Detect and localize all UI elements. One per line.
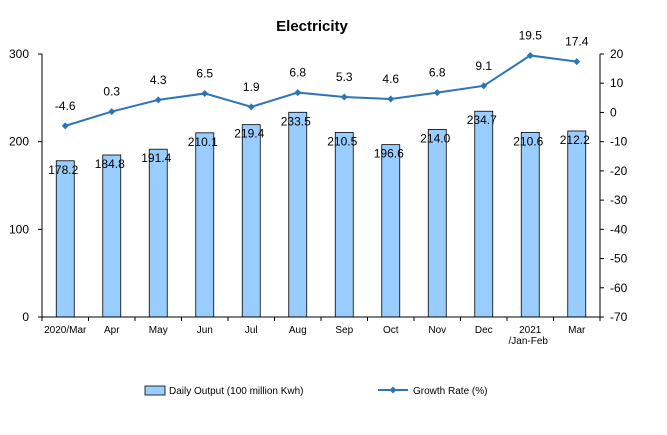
x-tick-label: 2021	[519, 325, 542, 336]
bar-value-label: 210.5	[327, 134, 357, 148]
bar-value-label: 233.5	[281, 114, 311, 128]
x-tick-label: Dec	[475, 325, 493, 336]
growth-rate-label: 6.8	[429, 66, 446, 80]
x-tick-label: Jun	[197, 325, 213, 336]
x-tick-label: Sep	[335, 325, 353, 336]
growth-rate-point	[294, 89, 302, 97]
legend-label-daily-output: Daily Output (100 million Kwh)	[169, 386, 304, 397]
bar-value-label: 214.0	[420, 131, 450, 145]
right-tick-label: -40	[610, 222, 628, 236]
growth-rate-label: 5.3	[336, 70, 353, 84]
growth-rate-label: 6.8	[289, 66, 306, 80]
right-tick-label: 20	[610, 47, 624, 61]
x-tick-label: /Jan-Feb	[509, 336, 549, 347]
x-tick-label: Oct	[383, 325, 399, 336]
x-tick-label: Aug	[289, 325, 307, 336]
growth-rate-point	[247, 103, 255, 111]
x-tick-label: May	[149, 325, 168, 336]
left-tick-label: 0	[22, 310, 29, 324]
growth-rate-line	[64, 54, 577, 127]
bar	[55, 160, 75, 318]
right-tick-label: -50	[610, 252, 628, 266]
growth-rate-label: 0.3	[103, 85, 120, 99]
growth-rate-label: 1.9	[243, 80, 260, 94]
bar-value-label: 219.4	[234, 127, 264, 141]
right-tick-label: 10	[610, 76, 624, 90]
legend-label-growth-rate: Growth Rate (%)	[413, 386, 487, 397]
bar-value-label: 212.2	[560, 133, 590, 147]
growth-rate-label: 4.6	[382, 72, 399, 86]
growth-rate-point	[154, 96, 162, 104]
bar	[427, 128, 447, 318]
right-tick-label: -10	[610, 135, 628, 149]
growth-rate-point	[433, 89, 441, 97]
bar	[288, 111, 308, 318]
growth-rate-label: 6.5	[196, 66, 213, 80]
bar	[241, 124, 261, 318]
growth-rate-point	[340, 93, 348, 101]
right-tick-label: -30	[610, 193, 628, 207]
x-tick-label: Jul	[245, 325, 258, 336]
growth-rate-point	[480, 82, 488, 90]
growth-rate-point	[573, 58, 581, 66]
bar	[148, 148, 168, 318]
bar	[381, 144, 401, 318]
growth-rate-label: 9.1	[475, 59, 492, 73]
x-tick-label: Apr	[104, 325, 120, 336]
bar	[102, 154, 122, 318]
growth-rate-label: 4.3	[150, 73, 167, 87]
growth-rate-label: -4.6	[55, 99, 76, 113]
left-tick-label: 100	[9, 222, 29, 236]
x-tick-label: Nov	[428, 325, 446, 336]
x-tick-label: 2020/Mar	[44, 325, 87, 336]
left-tick-label: 300	[9, 47, 29, 61]
bar-value-label: 210.6	[513, 134, 543, 148]
bar-value-label: 191.4	[141, 151, 171, 165]
bar	[567, 130, 587, 318]
chart-title: Electricity	[276, 18, 348, 35]
bar-value-label: 196.6	[374, 147, 404, 161]
bar	[195, 132, 215, 318]
right-tick-label: -60	[610, 281, 628, 295]
bar-value-label: 178.2	[48, 163, 78, 177]
growth-rate-point	[526, 51, 534, 59]
growth-rate-point	[61, 122, 69, 130]
legend-marker-growth-rate	[389, 386, 397, 394]
bar-value-label: 184.8	[95, 157, 125, 171]
growth-rate-point	[201, 89, 209, 97]
bar	[520, 131, 540, 318]
legend: Daily Output (100 million Kwh) Growth Ra…	[144, 385, 487, 397]
x-tick-label: Mar	[568, 325, 586, 336]
left-tick-label: 200	[9, 135, 29, 149]
bar-value-label: 234.7	[467, 113, 497, 127]
growth-rate-point	[108, 108, 116, 116]
legend-swatch-daily-output	[144, 385, 166, 396]
bar	[334, 132, 354, 318]
bar	[474, 110, 494, 318]
right-tick-label: -70	[610, 310, 628, 324]
growth-rate-point	[387, 95, 395, 103]
bar-value-label: 210.1	[188, 135, 218, 149]
right-tick-label: -20	[610, 164, 628, 178]
growth-rate-label: 19.5	[519, 28, 543, 42]
right-tick-label: 0	[610, 105, 617, 119]
growth-rate-label: 17.4	[565, 35, 589, 49]
